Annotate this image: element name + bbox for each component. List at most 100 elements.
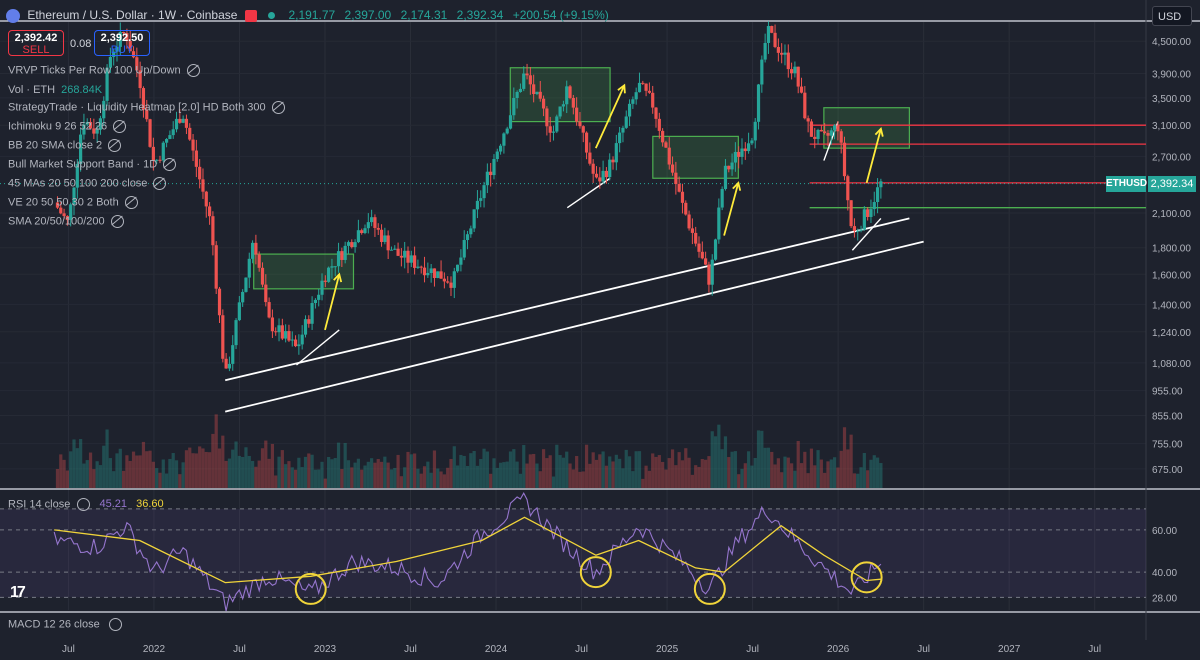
candle-body [65, 216, 69, 220]
candle-body [522, 73, 526, 89]
volume-bar [323, 478, 327, 488]
indicator-volume[interactable]: Vol · ETH 268.84K [8, 84, 103, 96]
macd-legend[interactable]: MACD 12 26 close [8, 618, 122, 631]
indicator-ichimoku[interactable]: Ichimoku 9 26 52 26 [8, 120, 127, 133]
candle-body [776, 46, 780, 53]
candle-body [743, 148, 747, 152]
volume-bar [799, 463, 804, 488]
volume-bar [687, 457, 691, 488]
candle-body [234, 320, 238, 346]
sell-button[interactable]: 2,392.42 SELL [8, 30, 64, 56]
indicator-sma[interactable]: SMA 20/50/100/200 [8, 215, 124, 228]
candle-body [482, 185, 486, 199]
price-tick-label: 675.00 [1152, 465, 1183, 476]
candle-body [105, 67, 109, 101]
volume-bar [122, 470, 126, 488]
eye-icon[interactable] [108, 139, 122, 152]
buy-button[interactable]: 2,392.50 BUY [94, 30, 150, 56]
volume-bar [578, 471, 582, 488]
candle-body [472, 209, 476, 229]
candle-body [826, 133, 830, 136]
indicator-ve[interactable]: VE 20 50 50 30 2 Both [8, 196, 138, 209]
volume-bar [538, 471, 542, 488]
candle-body [194, 150, 198, 167]
candle-body [82, 124, 86, 135]
candle-body [350, 242, 354, 248]
volume-bar [684, 448, 688, 488]
candle-body [677, 184, 681, 192]
candle-body [148, 119, 152, 147]
eye-icon[interactable] [153, 177, 167, 190]
candle-body [727, 165, 731, 170]
candle-body [432, 268, 437, 279]
volume-bar [62, 459, 66, 488]
candle-body [181, 118, 185, 123]
flag-icon[interactable] [244, 9, 257, 22]
volume-bar [651, 453, 655, 488]
candle-body [429, 268, 433, 274]
volume-bar [363, 465, 367, 488]
eye-icon[interactable] [124, 196, 138, 209]
eye-icon[interactable] [108, 618, 122, 631]
volume-bar [532, 453, 536, 488]
rsi-legend[interactable]: RSI 14 close 45.21 36.60 [8, 498, 164, 511]
indicator-liquidity-heatmap[interactable]: StrategyTrade · Liquidity Heatmap [2.0] … [8, 101, 285, 114]
candle-body [224, 358, 228, 369]
volume-bar [644, 465, 648, 488]
volume-bar [608, 456, 612, 488]
volume-bar [221, 435, 225, 488]
eye-icon[interactable] [271, 101, 285, 114]
candle-body [568, 86, 572, 98]
candle-body [796, 66, 800, 87]
candles [55, 21, 883, 372]
candle-body [456, 264, 460, 272]
volume-bar [849, 434, 853, 488]
candle-body [647, 90, 651, 93]
candle-body [287, 331, 291, 341]
volume-bar [836, 467, 840, 488]
tradingview-logo[interactable]: 17 [10, 584, 26, 601]
volume-bar [244, 447, 248, 488]
volume-bar [234, 441, 238, 488]
candle-body [720, 188, 724, 208]
volume-bar [184, 450, 189, 488]
eye-icon[interactable] [186, 64, 200, 77]
volume-bar [568, 463, 572, 488]
macd-label: MACD 12 26 close [8, 618, 100, 631]
price-tick-label: 2,100.00 [1152, 209, 1191, 220]
volume-bar [525, 463, 529, 488]
candle-body [502, 133, 506, 146]
volume-bar [816, 450, 820, 488]
volume-bar [713, 436, 718, 488]
indicator-bb[interactable]: BB 20 SMA close 2 [8, 139, 122, 152]
candle-body [508, 115, 513, 129]
indicator-vrvp[interactable]: VRVP Ticks Per Row 100 Up/Down [8, 64, 200, 77]
candle-body [789, 69, 794, 74]
volume-bar [780, 472, 784, 488]
eye-icon[interactable] [77, 498, 91, 511]
eye-icon[interactable] [113, 120, 127, 133]
volume-bar [406, 451, 410, 488]
volume-bar [456, 465, 460, 488]
eye-icon[interactable] [110, 215, 124, 228]
volume-bar [789, 463, 794, 488]
time-axis: Jul 2022 Jul 2023 Jul 2024 Jul 2025 Jul 2026 Jul 20… [62, 644, 1101, 655]
candle-body [393, 248, 397, 250]
candle-body [141, 88, 146, 110]
volume-bar [416, 468, 420, 488]
candle-body [581, 126, 585, 133]
arrow-head [874, 127, 884, 137]
currency-select[interactable]: USD [1152, 6, 1192, 26]
indicator-bull-band[interactable]: Bull Market Support Band · 1D [8, 158, 177, 171]
eye-icon[interactable] [163, 158, 177, 171]
volume-bar [131, 451, 136, 488]
candle-body [346, 242, 351, 246]
volume-bar [571, 469, 575, 488]
candle-body [72, 187, 76, 205]
symbol-header[interactable]: Ethereum / U.S. Dollar · 1W · Coinbase 2… [6, 8, 609, 23]
volume-bar [475, 465, 480, 488]
indicator-mas[interactable]: 45 MAs 20 50 100 200 close [8, 177, 167, 190]
symbol-title[interactable]: Ethereum / U.S. Dollar · 1W · Coinbase [27, 8, 238, 22]
volume-bar [756, 430, 761, 488]
